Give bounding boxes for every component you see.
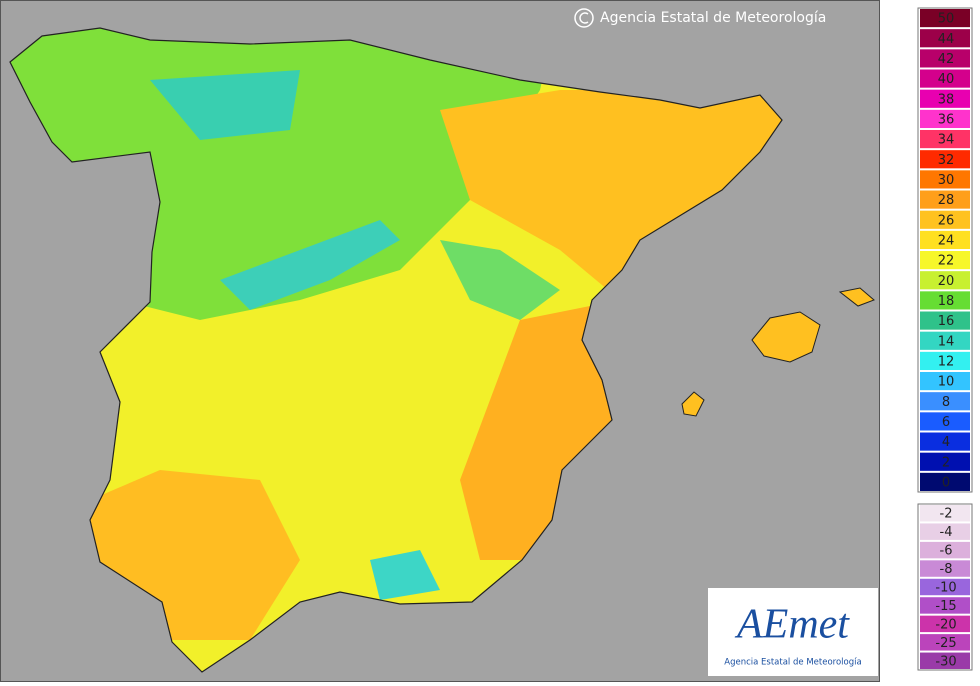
legend-swatch (920, 170, 970, 189)
legend-label: -15 (935, 599, 956, 614)
legend-swatch (920, 452, 970, 471)
logo-box (708, 588, 878, 676)
legend-label: 30 (938, 173, 955, 188)
legend-swatch (920, 541, 970, 559)
legend-swatch (920, 29, 970, 48)
legend: 5044424038363432302826242220181614121086… (917, 7, 973, 671)
field-cyan (150, 70, 300, 140)
copyright-symbol (574, 8, 594, 28)
legend-label: -30 (935, 654, 956, 669)
legend-swatch (920, 251, 970, 270)
legend-swatch (920, 505, 970, 522)
legend-label: 34 (938, 133, 955, 148)
legend-swatch (920, 271, 970, 290)
legend-label: 50 (938, 12, 955, 27)
legend-swatch (920, 49, 970, 68)
legend-swatch (920, 560, 970, 577)
legend-swatch (920, 615, 970, 633)
legend-label: -4 (940, 525, 953, 540)
menorca (838, 287, 875, 307)
legend-swatch (920, 412, 970, 431)
legend-label: 36 (938, 112, 955, 127)
legend-label: 14 (938, 334, 955, 349)
legend-label: 38 (938, 92, 955, 107)
legend-label: -20 (935, 617, 956, 632)
legend-label: 10 (938, 375, 955, 390)
legend-swatch (920, 634, 970, 651)
legend-swatch (920, 69, 970, 88)
mallorca (751, 311, 821, 363)
legend-label: 0 (942, 475, 950, 490)
copyright-symbol (579, 12, 589, 24)
legend-label: -6 (940, 544, 953, 559)
legend-swatch (920, 130, 970, 149)
logo-subtitle: Agencia Estatal de Meteorología (724, 658, 861, 668)
legend-swatch (920, 190, 970, 209)
legend-label: 12 (938, 354, 955, 369)
legend-label: -10 (935, 581, 956, 596)
legend-label: 22 (938, 254, 955, 269)
legend-swatch (920, 291, 970, 310)
logo-name: AEmet (734, 602, 850, 648)
legend-label: 44 (938, 32, 955, 47)
legend-swatch (920, 578, 970, 596)
legend-swatch (920, 109, 970, 128)
legend-swatch (920, 652, 970, 669)
legend-label: 20 (938, 274, 955, 289)
legend-frame (917, 7, 973, 493)
legend-label: 24 (938, 233, 955, 248)
legend-label: -8 (940, 562, 953, 577)
legend-label: 32 (938, 153, 955, 168)
balearic-islands (681, 287, 875, 417)
ibiza (681, 391, 705, 417)
field-cyan (370, 550, 440, 600)
legend-label: 6 (942, 415, 950, 430)
legend-swatch (920, 331, 970, 350)
legend-label: 18 (938, 294, 955, 309)
legend-swatch (920, 351, 970, 370)
legend-swatch (920, 210, 970, 229)
legend-swatch (920, 472, 970, 491)
legend-swatch (920, 9, 970, 28)
legend-label: 4 (942, 435, 950, 450)
legend-swatch (920, 392, 970, 411)
legend-label: 42 (938, 52, 955, 67)
legend-swatch (920, 523, 970, 540)
legend-swatch (920, 311, 970, 330)
legend-label: -25 (935, 636, 956, 651)
legend-label: 28 (938, 193, 955, 208)
legend-label: 16 (938, 314, 955, 329)
field-cyan (220, 220, 400, 310)
legend-swatch (920, 89, 970, 108)
legend-label: 8 (942, 395, 950, 410)
legend-swatch (920, 230, 970, 249)
copyright-text: Agencia Estatal de Meteorología (600, 10, 826, 26)
field-green (440, 240, 560, 320)
legend-label: 26 (938, 213, 955, 228)
legend-label: 2 (942, 455, 950, 470)
legend-label: 40 (938, 72, 955, 87)
legend-label: -2 (940, 507, 953, 522)
legend-swatch (920, 150, 970, 169)
legend-swatch (920, 432, 970, 451)
legend-swatch (920, 597, 970, 614)
legend-swatch (920, 372, 970, 391)
